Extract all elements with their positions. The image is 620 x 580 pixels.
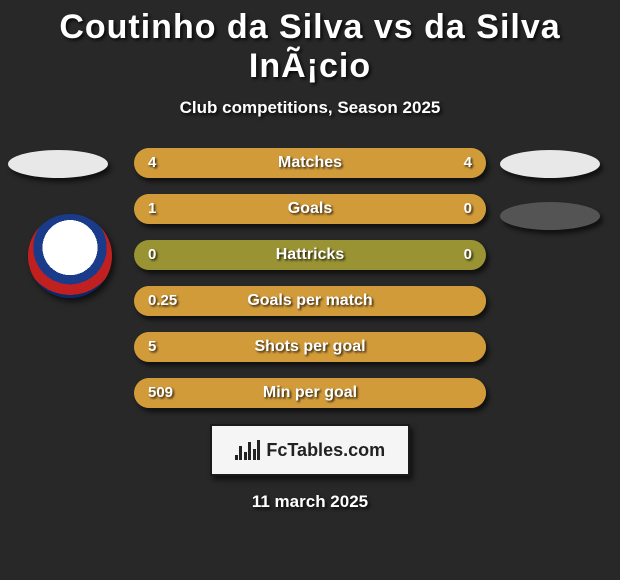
stat-row-shots-per-goal: 5Shots per goal [134, 332, 486, 362]
subtitle: Club competitions, Season 2025 [0, 98, 620, 118]
stat-label: Hattricks [134, 240, 486, 270]
fill-left [134, 286, 486, 316]
fill-left [134, 148, 310, 178]
club-badge-icon [28, 214, 112, 298]
player-right-avatar-placeholder-1 [500, 150, 600, 178]
date-label: 11 march 2025 [0, 492, 620, 512]
stat-row-min-per-goal: 509Min per goal [134, 378, 486, 408]
comparison-arena: 44Matches 10Goals 0 0Hattricks 0.25Goals per… [0, 148, 620, 408]
player-right-avatar-placeholder-2 [500, 202, 600, 230]
fctables-logo: FcTables.com [210, 424, 410, 476]
stat-row-goals-per-match: 0.25Goals per match [134, 286, 486, 316]
fill-left [134, 194, 398, 224]
value-right: 0 [464, 240, 472, 270]
value-left: 0 [148, 240, 156, 270]
fill-right [310, 148, 486, 178]
stat-row-goals: 10Goals [134, 194, 486, 224]
comparison-bars: 44Matches 10Goals 0 0Hattricks 0.25Goals per… [134, 148, 486, 408]
logo-text: FcTables.com [266, 440, 385, 461]
fill-left [134, 332, 486, 362]
player-left-avatar-placeholder [8, 150, 108, 178]
fill-left [134, 378, 486, 408]
stat-row-matches: 44Matches [134, 148, 486, 178]
page-title: Coutinho da Silva vs da Silva InÃ¡cio [0, 0, 620, 86]
fill-right [398, 194, 486, 224]
stat-row-hattricks: 0 0Hattricks [134, 240, 486, 270]
logo-bars-icon [235, 440, 261, 460]
